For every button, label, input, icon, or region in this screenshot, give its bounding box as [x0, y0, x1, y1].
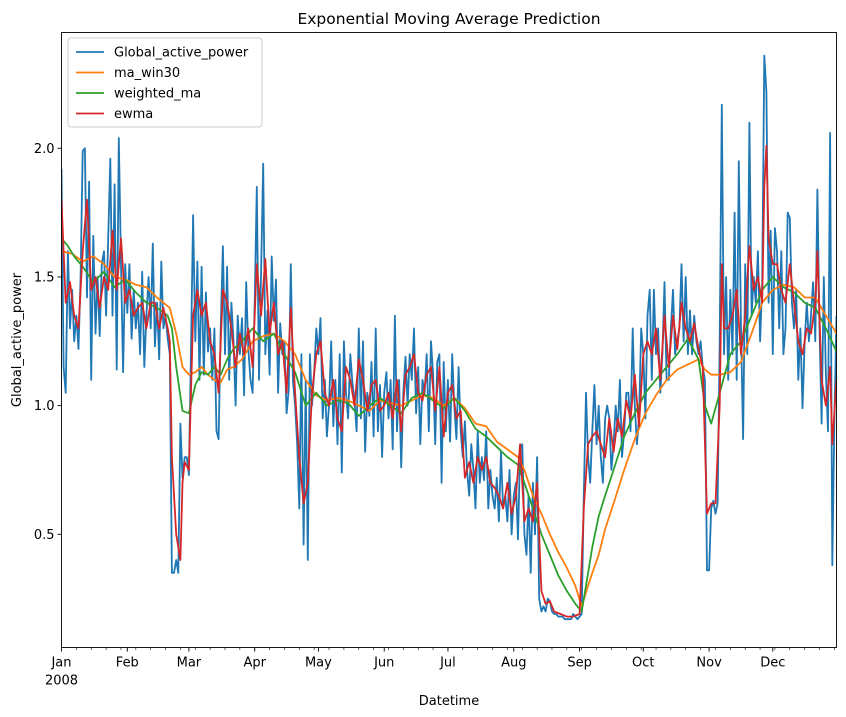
series-layer — [61, 54, 837, 621]
series-line-weighted-ma — [61, 237, 837, 613]
y-axis-label: Global_active_power — [10, 272, 25, 407]
x-tick-label: Mar — [177, 656, 202, 671]
legend-box — [67, 37, 263, 128]
x-tick-label: Feb — [116, 656, 139, 671]
x-tick-label: Jul — [439, 656, 456, 671]
plot-frame — [61, 32, 837, 648]
x-tick-label: Apr — [243, 656, 266, 671]
series-line-ewma — [61, 144, 837, 618]
x-tick-label: Jun — [373, 656, 394, 671]
x-tick-label: Sep — [567, 656, 592, 671]
x-axis: Jan Feb Mar Apr May Jun Jul Aug Sep Oct Nov Dec 2008 — [45, 647, 835, 689]
x-tick-label: Jan — [50, 656, 71, 671]
legend-label: ewma — [114, 107, 153, 122]
y-axis: 0.5 1.0 1.5 2.0 — [34, 142, 62, 543]
x-tick-label: Nov — [696, 656, 722, 671]
chart-title: Exponential Moving Average Prediction — [297, 10, 600, 28]
y-tick-label: 2.0 — [34, 142, 55, 157]
y-tick-label: 0.5 — [34, 528, 55, 543]
y-tick-label: 1.0 — [34, 399, 55, 414]
x-year-label: 2008 — [45, 674, 78, 689]
series-line-global-active-power — [61, 54, 837, 621]
legend-entries: Global_active_power ma_win30 weighted_maew… — [76, 46, 249, 122]
y-tick-label: 1.5 — [34, 270, 55, 285]
x-axis-label: Datetime — [419, 694, 479, 709]
x-tick-label: Aug — [501, 656, 526, 671]
x-tick-label: May — [305, 656, 332, 671]
legend-label: weighted_ma — [114, 87, 201, 102]
legend: Global_active_power ma_win30 weighted_maew… — [67, 37, 263, 128]
x-tick-label: Dec — [760, 656, 785, 671]
legend-label: ma_win30 — [114, 66, 180, 81]
legend-label: Global_active_power — [114, 46, 249, 61]
x-tick-label: Oct — [632, 656, 654, 671]
